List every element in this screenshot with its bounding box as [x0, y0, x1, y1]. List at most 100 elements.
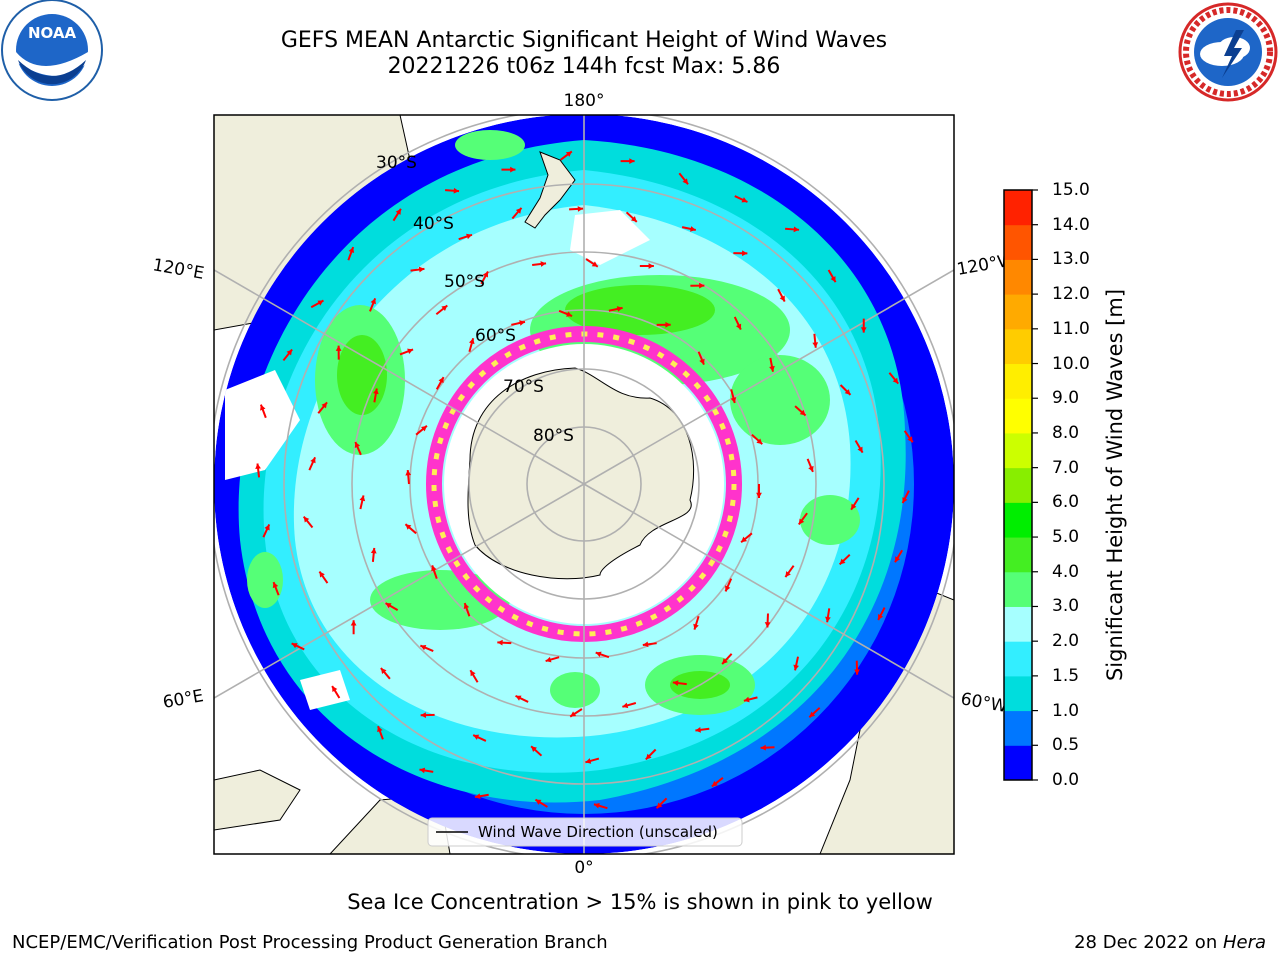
wind-arrow-icon: [472, 734, 487, 742]
colorbar-tick-label: 6.0: [1052, 492, 1080, 513]
wind-arrow-icon: [839, 384, 852, 396]
wind-arrow-icon: [468, 337, 475, 353]
colorbar-swatch: [1004, 398, 1032, 434]
wind-arrow-icon: [431, 565, 438, 579]
wind-arrow-icon: [380, 667, 391, 680]
footer-date-text: 28 Dec 2022 on: [1074, 932, 1223, 953]
wind-arrow-icon: [808, 707, 821, 718]
wind-arrow-icon: [806, 458, 814, 473]
wind-arrow-icon: [838, 553, 851, 566]
wind-arrow-icon: [678, 172, 689, 185]
wind-arrow-icon: [419, 644, 434, 652]
wind-arrow-icon: [310, 299, 324, 309]
wind-arrow-icon: [888, 372, 900, 385]
wind-arrow-icon: [797, 512, 808, 526]
wind-arrow-icon: [784, 565, 795, 578]
wind-arrow-icon: [420, 712, 435, 719]
wind-arrow-icon: [827, 269, 837, 283]
wind-arrow-icon: [385, 602, 399, 611]
wind-arrow-icon: [639, 263, 654, 269]
wind-arrow-icon: [331, 685, 341, 699]
footer-date: 28 Dec 2022 on Hera: [1074, 932, 1266, 953]
noaa-logo-icon: NOAA: [1, 0, 103, 101]
wind-arrow-icon: [291, 642, 305, 651]
legend-label: Wind Wave Direction (unscaled): [478, 823, 718, 841]
wind-arrow-icon: [415, 425, 428, 436]
wind-arrow-icon: [697, 351, 705, 366]
colorbar: [1003, 189, 1038, 781]
wind-arrow-icon: [734, 195, 748, 203]
wind-arrow-icon: [511, 320, 526, 326]
wind-arrow-icon: [903, 430, 914, 443]
colorbar-tick-label: 0.0: [1052, 770, 1080, 790]
wind-arrow-icon: [515, 695, 529, 703]
wind-arrow-icon: [850, 497, 860, 511]
colorbar-tick-label: 5.0: [1052, 527, 1080, 548]
colorbar-swatch: [1004, 502, 1032, 538]
wind-arrow-icon: [377, 725, 384, 740]
wind-arrow-icon: [410, 266, 425, 273]
colorbar-tick-label: 11.0: [1052, 318, 1090, 339]
wind-arrow-icon: [794, 405, 807, 417]
wind-arrow-icon: [262, 524, 271, 538]
wind-arrow-icon: [695, 727, 710, 733]
wind-arrow-icon: [672, 680, 687, 686]
colorbar-swatch: [1004, 259, 1032, 295]
chart-title: GEFS MEAN Antarctic Significant Height o…: [280, 28, 888, 53]
lon-label-60w: 60°W: [959, 689, 1009, 717]
wind-arrow-icon: [690, 282, 705, 289]
colorbar-swatch: [1004, 571, 1032, 607]
lat-label-80s: 80°S: [533, 426, 574, 446]
colorbar-swatch: [1004, 294, 1032, 330]
colorbar-swatch: [1004, 745, 1032, 781]
wind-arrow-icon: [308, 456, 316, 471]
colorbar-tick-label: 10.0: [1052, 353, 1090, 374]
colorbar-swatch: [1004, 328, 1032, 365]
wind-arrow-icon: [354, 441, 362, 456]
wind-arrow-icon: [877, 607, 886, 621]
wind-arrow-icon: [359, 495, 366, 510]
wind-arrow-icon: [655, 797, 668, 809]
lat-label-70s: 70°S: [503, 377, 544, 397]
lon-label-120e: 120°E: [151, 255, 205, 284]
wind-arrow-icon: [854, 660, 860, 675]
colorbar-tick-label: 8.0: [1052, 422, 1080, 443]
wind-arrow-icon: [894, 549, 904, 563]
wind-arrow-icon: [399, 348, 414, 356]
wind-arrow-icon: [730, 389, 737, 404]
chart-subtitle: 20221226 t06z 144h fcst Max: 5.86: [387, 54, 781, 79]
wind-arrow-icon: [733, 250, 748, 257]
wind-arrow-icon: [756, 484, 762, 498]
wind-arrow-icon: [335, 345, 342, 360]
wind-arrow-icon: [901, 490, 910, 504]
wind-arrow-icon: [622, 701, 637, 709]
wind-arrow-icon: [751, 433, 763, 445]
lat-label-50s: 50°S: [444, 272, 485, 292]
wind-arrow-icon: [404, 523, 417, 535]
footer-producer: NCEP/EMC/Verification Post Processing Pr…: [12, 932, 608, 953]
wind-arrow-icon: [585, 258, 599, 268]
wind-arrow-icon: [347, 246, 355, 261]
wind-arrow-icon: [743, 696, 758, 703]
wind-arrow-icon: [405, 469, 412, 485]
colorbar-tick-label: 15.0: [1052, 180, 1090, 200]
wind-arrow-icon: [711, 777, 724, 788]
colorbar-tick-label: 9.0: [1052, 388, 1080, 409]
wind-arrow-icon: [530, 745, 543, 757]
wind-arrow-icon: [545, 656, 560, 663]
wind-arrow-icon: [642, 641, 657, 648]
wind-arrow-icon: [740, 532, 753, 543]
wind-arrow-icon: [318, 570, 329, 584]
nws-logo-icon: [1178, 2, 1278, 102]
colorbar-swatch: [1004, 467, 1032, 503]
wind-arrow-icon: [769, 357, 775, 372]
colorbar-tick-label: 3.0: [1052, 596, 1080, 617]
wind-arrow-icon: [569, 708, 583, 718]
wind-arrow-icon: [777, 288, 786, 303]
wind-arrow-icon: [593, 802, 608, 810]
wind-wave-arrows: [255, 150, 914, 810]
lat-label-40s: 40°S: [413, 214, 454, 234]
wind-arrow-icon: [272, 581, 280, 596]
wind-arrow-icon: [764, 613, 771, 628]
